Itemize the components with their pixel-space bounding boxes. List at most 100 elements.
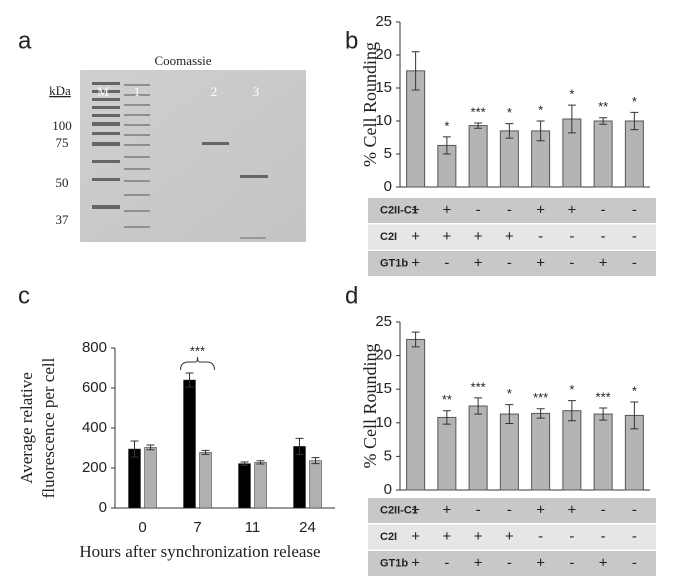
condition-sign: - bbox=[569, 254, 574, 271]
bar bbox=[593, 413, 613, 491]
bar bbox=[406, 338, 426, 491]
bar bbox=[531, 412, 551, 491]
condition-sign: + bbox=[505, 528, 514, 545]
condition-sign: + bbox=[536, 501, 545, 518]
bar bbox=[199, 452, 212, 509]
panel-letter: b bbox=[345, 27, 358, 54]
condition-sign: + bbox=[536, 201, 545, 218]
condition-sign: + bbox=[411, 201, 420, 218]
y-tick-label: 20 bbox=[375, 46, 392, 63]
bar bbox=[238, 463, 251, 509]
condition-sign: - bbox=[632, 201, 637, 218]
condition-sign: - bbox=[538, 228, 543, 245]
error-bar bbox=[130, 440, 139, 458]
condition-sign: + bbox=[474, 254, 483, 271]
bar bbox=[293, 446, 306, 509]
error-bar bbox=[295, 437, 304, 455]
bar bbox=[144, 447, 157, 509]
table-row bbox=[368, 251, 656, 276]
error-bar bbox=[599, 117, 608, 125]
condition-sign: - bbox=[569, 528, 574, 545]
x-tick-label: 11 bbox=[245, 519, 261, 536]
condition-sign: - bbox=[632, 528, 637, 545]
error-bar bbox=[411, 51, 420, 91]
bar bbox=[624, 120, 644, 188]
table-row bbox=[368, 551, 656, 576]
y-tick-label: 0 bbox=[99, 499, 107, 516]
condition-sign: - bbox=[507, 501, 512, 518]
y-tick-label: 5 bbox=[384, 447, 392, 464]
condition-sign: + bbox=[505, 228, 514, 245]
condition-label: GT1b bbox=[380, 257, 408, 269]
bar bbox=[128, 448, 141, 509]
significance-label: *** bbox=[471, 379, 486, 394]
bar bbox=[468, 405, 488, 491]
error-bar bbox=[599, 407, 608, 421]
significance-label: * bbox=[632, 94, 637, 109]
bar bbox=[562, 410, 582, 491]
condition-label: C2II-C1 bbox=[380, 204, 418, 216]
significance-label: * bbox=[569, 87, 574, 102]
error-bar bbox=[630, 401, 639, 430]
error-bar bbox=[442, 136, 451, 155]
x-tick-label: 0 bbox=[138, 519, 146, 536]
significance-label: * bbox=[444, 118, 449, 133]
error-bar bbox=[240, 461, 249, 466]
y-tick-label: 25 bbox=[375, 13, 392, 30]
y-tick-label: 200 bbox=[82, 459, 107, 476]
y-tick-label: 400 bbox=[82, 419, 107, 436]
marker-label: 50 bbox=[56, 175, 69, 190]
y-tick-label: 800 bbox=[82, 339, 107, 356]
significance-label: * bbox=[538, 102, 543, 117]
panel-letter: d bbox=[345, 282, 358, 309]
x-axis-label: Hours after synchronization release bbox=[79, 542, 320, 561]
condition-sign: + bbox=[411, 228, 420, 245]
lane-label: 2 bbox=[211, 84, 218, 99]
condition-sign: + bbox=[411, 254, 420, 271]
condition-sign: - bbox=[601, 501, 606, 518]
y-tick-label: 20 bbox=[375, 347, 392, 364]
condition-sign: - bbox=[507, 201, 512, 218]
condition-sign: - bbox=[507, 554, 512, 571]
condition-sign: + bbox=[474, 554, 483, 571]
condition-sign: + bbox=[567, 501, 576, 518]
error-bar bbox=[256, 460, 265, 465]
significance-label: * bbox=[507, 386, 512, 401]
bar bbox=[183, 379, 196, 509]
bracket bbox=[180, 356, 215, 371]
gel-unit: kDa bbox=[49, 83, 71, 98]
condition-sign: + bbox=[411, 501, 420, 518]
panel-letter: c bbox=[18, 282, 30, 309]
error-bar bbox=[146, 444, 155, 451]
y-tick-label: 10 bbox=[375, 112, 392, 129]
table-row bbox=[368, 224, 656, 250]
condition-sign: - bbox=[569, 554, 574, 571]
condition-sign: - bbox=[569, 228, 574, 245]
y-tick-label: 15 bbox=[375, 380, 392, 397]
condition-sign: + bbox=[536, 554, 545, 571]
lane-label: M bbox=[97, 84, 109, 99]
bar bbox=[499, 413, 519, 491]
gel-title: Coomassie bbox=[154, 53, 211, 68]
condition-sign: - bbox=[632, 228, 637, 245]
condition-sign: + bbox=[474, 528, 483, 545]
significance-label: * bbox=[632, 383, 637, 398]
y-tick-label: 10 bbox=[375, 414, 392, 431]
error-bar bbox=[474, 397, 483, 415]
condition-sign: + bbox=[599, 254, 608, 271]
y-tick-label: 25 bbox=[375, 313, 392, 330]
error-bar bbox=[505, 404, 514, 424]
table-row bbox=[368, 198, 656, 223]
bar bbox=[468, 125, 488, 188]
condition-sign: + bbox=[599, 554, 608, 571]
condition-sign: - bbox=[538, 528, 543, 545]
y-axis-label: Average relative bbox=[17, 372, 36, 484]
condition-sign: + bbox=[442, 228, 451, 245]
bar bbox=[499, 130, 519, 188]
lane-label: 1 bbox=[134, 84, 141, 99]
y-tick-label: 0 bbox=[384, 178, 392, 195]
condition-sign: - bbox=[476, 501, 481, 518]
condition-sign: - bbox=[632, 554, 637, 571]
error-bar bbox=[201, 449, 210, 455]
y-tick-label: 600 bbox=[82, 379, 107, 396]
